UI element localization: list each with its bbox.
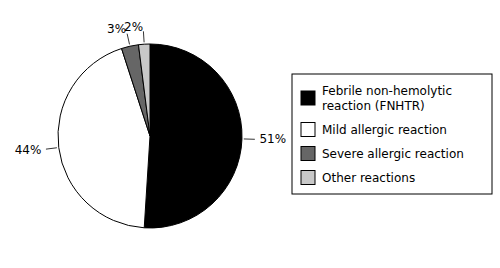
data-label: 51% [259,132,286,146]
pie-slice [144,44,242,228]
label-leader [127,34,129,45]
chart-svg: 51%44%3%2%Febrile non-hemolyticreaction … [0,0,500,268]
legend-label-line: Severe allergic reaction [322,147,464,161]
legend-swatch [301,147,315,161]
legend-frame [292,74,492,194]
legend-label: Febrile non-hemolyticreaction (FNHTR) [322,84,452,113]
legend-swatch [301,123,315,137]
label-leader [143,31,145,42]
legend-label: Other reactions [322,171,415,185]
legend-label-line: Other reactions [322,171,415,185]
legend-swatch [301,171,315,185]
data-labels: 51%44%3%2% [15,20,286,157]
label-leader [244,138,255,139]
chart-container: 51%44%3%2%Febrile non-hemolyticreaction … [0,0,500,268]
background [0,0,500,268]
legend-label-line: Mild allergic reaction [322,123,447,137]
pie-slices [58,44,242,228]
legend-label: Severe allergic reaction [322,147,464,161]
legend-swatch [301,91,315,105]
data-label: 2% [124,20,143,34]
data-label: 44% [15,143,42,157]
pie-slice [138,44,150,136]
legend-label: Mild allergic reaction [322,123,447,137]
legend-label-line: reaction (FNHTR) [322,99,425,113]
pie-slice [122,45,150,136]
legend: Febrile non-hemolyticreaction (FNHTR) Mil… [292,74,492,194]
legend-label-line: Febrile non-hemolytic [322,84,452,98]
label-leader [46,148,57,149]
